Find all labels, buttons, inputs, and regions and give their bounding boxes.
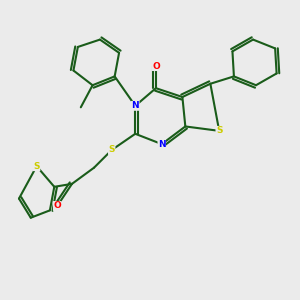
Text: O: O (152, 61, 160, 70)
Text: N: N (158, 140, 166, 148)
Text: S: S (109, 146, 115, 154)
Text: O: O (53, 201, 61, 210)
Text: S: S (33, 162, 40, 171)
Text: S: S (216, 126, 222, 135)
Text: N: N (131, 101, 139, 110)
